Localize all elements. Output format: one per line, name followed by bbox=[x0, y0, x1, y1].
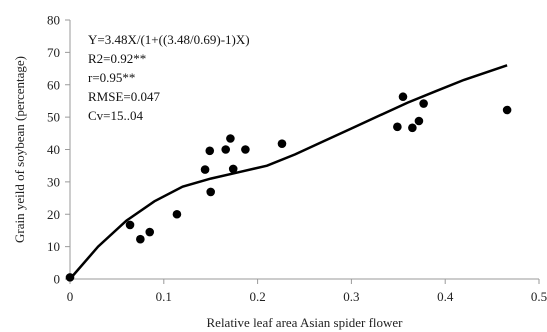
y-tick-group: 0 10 20 30 40 50 60 70 80 bbox=[47, 13, 70, 287]
x-tick-label: 0.1 bbox=[156, 289, 172, 304]
x-tick-label: 0.5 bbox=[531, 289, 547, 304]
x-tick-label: 0.3 bbox=[343, 289, 359, 304]
y-tick-label: 0 bbox=[54, 272, 61, 287]
data-point bbox=[408, 123, 417, 133]
annotation-line: Cv=15..04 bbox=[88, 108, 144, 123]
data-point bbox=[65, 273, 75, 282]
data-point bbox=[200, 165, 210, 174]
data-point bbox=[398, 92, 408, 102]
data-point bbox=[419, 99, 428, 108]
annotation-line: RMSE=0.047 bbox=[88, 89, 160, 104]
y-axis-title: Grain yeild of soybean (percentage) bbox=[12, 56, 27, 243]
fitted-curve bbox=[69, 64, 508, 280]
annotation-line: R2=0.92** bbox=[88, 51, 146, 66]
data-point bbox=[145, 227, 155, 237]
y-tick-label: 60 bbox=[47, 77, 60, 92]
data-point bbox=[414, 116, 424, 126]
equation-annotations: Y=3.48X/(1+((3.48/0.69)-1)X) R2=0.92** r=0… bbox=[88, 32, 250, 123]
x-tick-label: 0 bbox=[67, 289, 74, 304]
y-tick-label: 40 bbox=[47, 142, 60, 157]
data-point bbox=[206, 187, 215, 197]
x-axis-title: Relative leaf area Asian spider flower bbox=[207, 315, 404, 330]
x-tick-label: 0.2 bbox=[249, 289, 265, 304]
data-point bbox=[172, 209, 182, 219]
x-tick-group: 0 0.1 0.2 0.3 0.4 0.5 bbox=[67, 279, 547, 304]
y-tick-label: 20 bbox=[47, 207, 60, 222]
data-point bbox=[228, 164, 238, 174]
y-tick-label: 30 bbox=[47, 174, 60, 189]
annotation-line: Y=3.48X/(1+((3.48/0.69)-1)X) bbox=[88, 32, 250, 47]
data-point bbox=[136, 234, 145, 244]
y-tick-label: 10 bbox=[47, 239, 60, 254]
y-tick-label: 70 bbox=[47, 45, 60, 60]
data-point bbox=[125, 220, 135, 230]
x-tick-label: 0.4 bbox=[437, 289, 454, 304]
data-point bbox=[393, 122, 402, 132]
data-point bbox=[502, 105, 512, 115]
data-point bbox=[226, 134, 235, 143]
y-tick-label: 50 bbox=[47, 110, 60, 125]
data-points bbox=[65, 92, 512, 282]
y-tick-label: 80 bbox=[47, 13, 60, 28]
data-point bbox=[205, 146, 215, 156]
annotation-line: r=0.95** bbox=[88, 70, 135, 85]
data-point bbox=[221, 145, 231, 154]
data-point bbox=[277, 139, 287, 148]
data-point bbox=[241, 145, 250, 154]
